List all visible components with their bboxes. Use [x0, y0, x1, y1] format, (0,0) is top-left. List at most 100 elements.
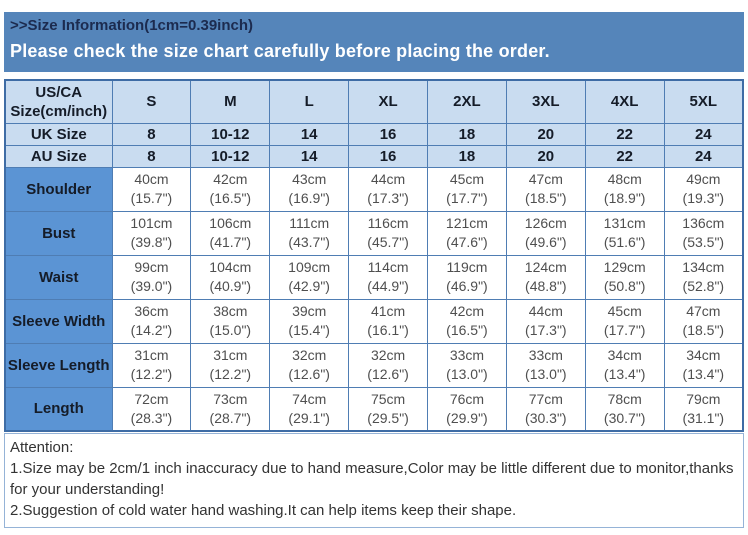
inch-value: (13.0") — [446, 366, 488, 382]
measure-cell: 49cm (19.3") — [663, 166, 744, 212]
inch-value: (39.0") — [130, 278, 173, 294]
measure-cell: 104cm (40.9") — [190, 254, 271, 300]
measure-cell: 32cm (12.6") — [348, 342, 428, 388]
inch-value: (12.6") — [288, 366, 330, 382]
inch-value: (31.1") — [682, 409, 725, 426]
measure-cell: 74cm (29.1") — [269, 386, 350, 432]
waist-label: Waist — [4, 254, 113, 300]
measure-cell: 42cm (16.5") — [427, 298, 507, 344]
measure-cell: 99cm (39.0") — [111, 254, 192, 300]
cm-value: 76cm — [449, 390, 485, 407]
sleeve-width-label: Sleeve Width — [4, 298, 113, 344]
cm-value: 111cm — [289, 215, 330, 231]
au-size-value: 20 — [505, 144, 586, 168]
inch-value: (17.3") — [525, 322, 567, 338]
measure-cell: 48cm (18.9") — [584, 166, 665, 212]
cm-value: 48cm — [607, 171, 642, 187]
inch-value: (42.9") — [288, 278, 330, 294]
attention-heading: Attention: — [10, 439, 74, 456]
inch-value: (16.1") — [367, 322, 409, 338]
inch-value: (12.2") — [209, 366, 252, 382]
cm-value: 109cm — [288, 259, 331, 275]
uk-size-value: 16 — [348, 122, 428, 146]
inch-value: (12.2") — [130, 366, 173, 382]
cm-value: 47cm — [686, 303, 721, 319]
cm-value: 101cm — [130, 215, 173, 231]
cm-value: 32cm — [370, 347, 406, 363]
cm-value: 129cm — [603, 259, 646, 275]
measure-cell: 106cm (41.7") — [190, 210, 271, 256]
inch-value: (29.5") — [367, 409, 409, 426]
cm-value: 72cm — [134, 390, 169, 407]
inch-value: (18.5") — [525, 190, 567, 206]
measure-cell: 31cm (12.2") — [111, 342, 192, 388]
cm-value: 45cm — [607, 303, 642, 319]
size-col-header-2xl: 2XL — [427, 79, 507, 124]
inch-value: (30.7") — [603, 409, 646, 426]
inch-value: (40.9") — [209, 278, 252, 294]
measure-cell: 45cm (17.7") — [427, 166, 507, 212]
measure-cell: 72cm (28.3") — [111, 386, 192, 432]
inch-value: (44.9") — [367, 278, 409, 294]
cm-value: 119cm — [446, 259, 488, 275]
inch-value: (51.6") — [603, 234, 646, 250]
uk-size-value: 8 — [111, 122, 192, 146]
inch-value: (17.3") — [367, 190, 409, 206]
measure-cell: 32cm (12.6") — [269, 342, 350, 388]
cm-value: 34cm — [686, 347, 721, 363]
cm-value: 126cm — [524, 215, 567, 231]
inch-value: (13.4") — [603, 366, 646, 382]
length-row: Length 72cm (28.3") 73cm (28.7") 74cm (29.1… — [4, 386, 744, 432]
cm-value: 41cm — [370, 303, 406, 319]
size-col-header-l: L — [269, 79, 350, 124]
inch-value: (39.8") — [130, 234, 173, 250]
measure-cell: 131cm (51.6") — [584, 210, 665, 256]
inch-value: (41.7") — [209, 234, 252, 250]
inch-value: (48.8") — [525, 278, 567, 294]
inch-value: (30.3") — [525, 409, 567, 426]
measure-cell: 76cm (29.9") — [427, 386, 507, 432]
measure-cell: 43cm (16.9") — [269, 166, 350, 212]
au-size-value: 22 — [584, 144, 665, 168]
cm-value: 114cm — [367, 259, 409, 275]
measure-cell: 126cm (49.6") — [505, 210, 586, 256]
measure-cell: 42cm (16.5") — [190, 166, 271, 212]
cm-value: 38cm — [213, 303, 248, 319]
cm-value: 31cm — [134, 347, 169, 363]
measure-cell: 116cm (45.7") — [348, 210, 428, 256]
inch-value: (13.4") — [682, 366, 725, 382]
measure-cell: 44cm (17.3") — [348, 166, 428, 212]
au-size-value: 10-12 — [190, 144, 271, 168]
inch-value: (46.9") — [446, 278, 488, 294]
au-size-value: 24 — [663, 144, 744, 168]
measure-cell: 77cm (30.3") — [505, 386, 586, 432]
measure-cell: 38cm (15.0") — [190, 298, 271, 344]
cm-value: 44cm — [370, 171, 406, 187]
measure-cell: 41cm (16.1") — [348, 298, 428, 344]
size-chart-table: US/CA Size(cm/inch) S M L XL 2XL 3XL 4XL… — [4, 79, 744, 432]
attention-note-2: 2.Suggestion of cold water hand washing.… — [10, 502, 517, 519]
cm-value: 79cm — [686, 390, 721, 407]
inch-value: (16.5") — [209, 190, 252, 206]
inch-value: (15.4") — [288, 322, 330, 338]
size-col-header-5xl: 5XL — [663, 79, 744, 124]
size-col-header-4xl: 4XL — [584, 79, 665, 124]
cm-value: 73cm — [213, 390, 248, 407]
inch-value: (16.9") — [288, 190, 330, 206]
uk-size-value: 18 — [427, 122, 507, 146]
measure-cell: 121cm (47.6") — [427, 210, 507, 256]
au-size-value: 18 — [427, 144, 507, 168]
measure-cell: 79cm (31.1") — [663, 386, 744, 432]
cm-value: 136cm — [682, 215, 725, 231]
measure-cell: 47cm (18.5") — [663, 298, 744, 344]
cm-value: 78cm — [607, 390, 642, 407]
cm-value: 75cm — [370, 390, 406, 407]
waist-row: Waist 99cm (39.0") 104cm (40.9") 109cm (42.… — [4, 254, 744, 300]
uk-size-value: 22 — [584, 122, 665, 146]
bust-label: Bust — [4, 210, 113, 256]
inch-value: (49.6") — [525, 234, 567, 250]
inch-value: (52.8") — [682, 278, 725, 294]
uk-size-value: 14 — [269, 122, 350, 146]
inch-value: (53.5") — [682, 234, 725, 250]
measure-cell: 36cm (14.2") — [111, 298, 192, 344]
